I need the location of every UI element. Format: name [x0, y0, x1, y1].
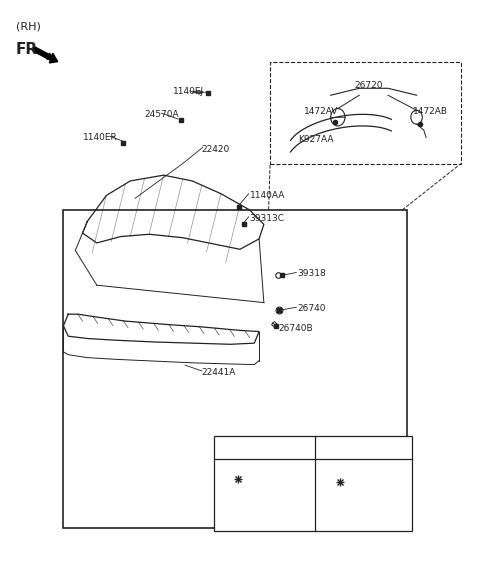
- Text: K927AA: K927AA: [299, 135, 334, 144]
- Text: 1140AA: 1140AA: [250, 191, 285, 200]
- Text: 39313C: 39313C: [250, 214, 285, 223]
- Text: 22441A: 22441A: [202, 368, 236, 377]
- Text: 1472AB: 1472AB: [413, 107, 448, 116]
- FancyArrow shape: [33, 47, 58, 63]
- Text: 24570A: 24570A: [144, 110, 179, 119]
- Text: 26740: 26740: [297, 304, 326, 313]
- Text: 1140EJ: 1140EJ: [326, 452, 355, 460]
- Text: 22420: 22420: [202, 144, 230, 154]
- Bar: [214, 436, 412, 531]
- Bar: [63, 210, 407, 528]
- Text: 91991D: 91991D: [324, 515, 357, 524]
- Text: 39318: 39318: [297, 269, 326, 278]
- Text: FR.: FR.: [16, 42, 44, 57]
- Text: 1140EJ: 1140EJ: [173, 87, 204, 95]
- Text: (RH): (RH): [16, 22, 41, 31]
- Text: 26720: 26720: [355, 81, 383, 90]
- Text: 1472AV: 1472AV: [304, 107, 338, 116]
- Text: 27370A: 27370A: [221, 515, 254, 524]
- Bar: [270, 62, 461, 164]
- Text: 26740B: 26740B: [278, 324, 313, 333]
- Text: 1140ER: 1140ER: [83, 133, 117, 142]
- Text: 1140EJ: 1140EJ: [223, 452, 252, 460]
